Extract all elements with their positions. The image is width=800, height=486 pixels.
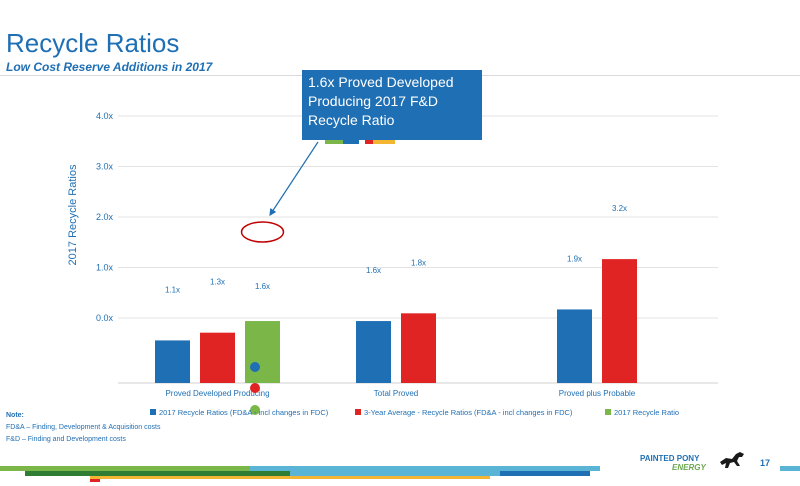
bar-3 bbox=[245, 321, 280, 383]
x-category-label: Total Proved bbox=[374, 389, 418, 398]
y-tick-label: 0.0x bbox=[96, 313, 114, 323]
bar-1 bbox=[356, 321, 391, 383]
callout-box: 1.6x Proved Developed Producing 2017 F&D… bbox=[302, 70, 482, 140]
y-tick-label: 2.0x bbox=[96, 212, 114, 222]
marker-dot-blue bbox=[250, 362, 260, 372]
bar-1 bbox=[557, 309, 592, 383]
bar-value-label: 3.2x bbox=[612, 204, 627, 213]
notes-line-1: FD&A – Finding, Development & Acquisitio… bbox=[6, 424, 161, 431]
notes-line-2: F&D – Finding and Development costs bbox=[6, 436, 126, 443]
callout-line-3: Recycle Ratio bbox=[308, 112, 395, 128]
logo-line-2: ENERGY bbox=[672, 463, 706, 472]
marker-dot-red bbox=[250, 383, 260, 393]
y-tick-label: 3.0x bbox=[96, 162, 114, 172]
logo-line-1: PAINTED PONY bbox=[640, 454, 700, 463]
page-subtitle: Low Cost Reserve Additions in 2017 bbox=[6, 60, 213, 74]
bar-value-label: 1.1x bbox=[165, 285, 180, 294]
bar-value-label: 1.3x bbox=[210, 278, 225, 287]
marker-dot-green bbox=[250, 405, 260, 415]
bar-1 bbox=[155, 340, 190, 383]
bar-value-label: 1.6x bbox=[255, 282, 270, 291]
bar-2 bbox=[200, 332, 235, 383]
notes-heading: Note: bbox=[6, 412, 24, 419]
callout-arrow bbox=[269, 141, 319, 217]
x-category-label: Proved plus Probable bbox=[559, 389, 636, 398]
bar-2 bbox=[401, 313, 436, 383]
bar-value-label: 1.9x bbox=[567, 254, 582, 263]
page-number: 17 bbox=[760, 458, 771, 468]
recycle-ratio-chart: 0.0x 1.0x 2.0x 3.0x 4.0x 2017 Recycle Ratios 1… bbox=[67, 111, 718, 417]
notes-block: Note: FD&A – Finding, Development & Acqu… bbox=[6, 410, 160, 446]
footer-color-band bbox=[0, 466, 800, 482]
x-category-label: Proved Developed Producing bbox=[165, 389, 269, 398]
legend-label: 3-Year Average - Recycle Ratios (FD&A - … bbox=[364, 408, 573, 417]
page-title: Recycle Ratios bbox=[6, 28, 180, 58]
y-tick-label: 1.0x bbox=[96, 263, 114, 273]
highlight-circle bbox=[240, 221, 285, 243]
legend-swatch bbox=[605, 409, 611, 415]
callout-line-2: Producing 2017 F&D bbox=[308, 93, 438, 109]
callout-accent-ticks bbox=[325, 140, 395, 144]
legend-label: 2017 Recycle Ratio bbox=[614, 408, 679, 417]
bar-value-label: 1.6x bbox=[366, 266, 381, 275]
bar-value-label: 1.8x bbox=[411, 258, 426, 267]
y-tick-label: 4.0x bbox=[96, 111, 114, 121]
legend-swatch bbox=[355, 409, 361, 415]
company-logo: PAINTED PONY ENERGY bbox=[640, 454, 706, 472]
legend-swatch bbox=[150, 409, 156, 415]
horse-logo-icon bbox=[720, 452, 744, 468]
bar-2 bbox=[602, 259, 637, 383]
y-axis-title: 2017 Recycle Ratios bbox=[67, 164, 79, 265]
legend-label: 2017 Recycle Ratios (FD&A - incl changes… bbox=[159, 408, 329, 417]
callout-line-1: 1.6x Proved Developed bbox=[308, 74, 454, 90]
